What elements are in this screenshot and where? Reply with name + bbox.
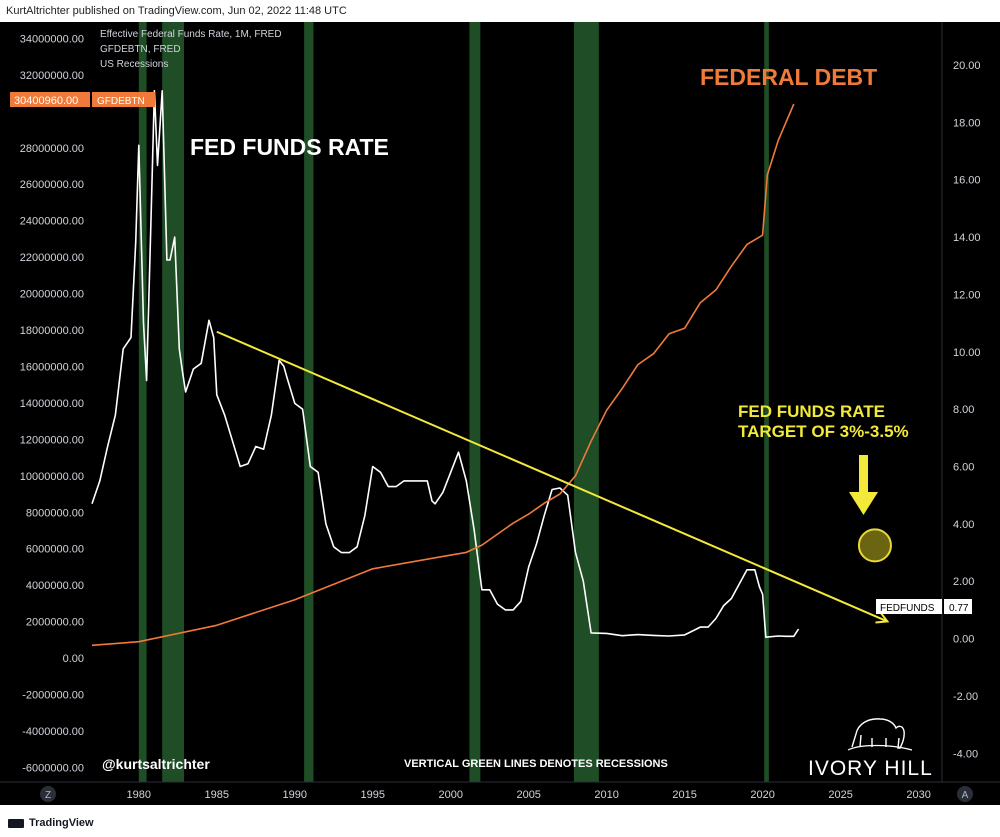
left-axis-tick: 22000000.00 bbox=[20, 252, 84, 264]
right-axis-tick: 12.00 bbox=[953, 289, 981, 301]
chart-svg[interactable]: 34000000.00 32000000.00 28000000.00 2600000… bbox=[0, 22, 1000, 805]
left-axis-tick: 34000000.00 bbox=[20, 33, 84, 45]
right-axis-tick: 6.00 bbox=[953, 462, 974, 474]
left-axis-tick: 12000000.00 bbox=[20, 434, 84, 446]
tradingview-logo[interactable]: TradingView bbox=[8, 810, 94, 837]
right-axis-tick: 20.00 bbox=[953, 60, 981, 72]
right-axis-tick: 0.00 bbox=[953, 634, 974, 646]
auto-scale-button-label: A bbox=[962, 790, 969, 801]
x-axis-tick: 2010 bbox=[594, 789, 618, 801]
left-axis-tick: 2000000.00 bbox=[26, 617, 84, 629]
logo-wordmark: IVORY HILL bbox=[808, 757, 933, 780]
left-badge-name: GFDEBTN bbox=[97, 96, 145, 107]
federal-debt-title: FEDERAL DEBT bbox=[700, 64, 877, 90]
publisher-text: KurtAltrichter published on TradingView.… bbox=[6, 5, 347, 17]
author-handle: @kurtsaltrichter bbox=[102, 756, 210, 772]
tradingview-brand: TradingView bbox=[29, 817, 94, 829]
trendline bbox=[216, 330, 888, 623]
auto-scale-button[interactable]: A bbox=[957, 786, 973, 802]
right-price-badge: FEDFUNDS 0.77 bbox=[876, 599, 972, 614]
x-axis-tick: 2000 bbox=[438, 789, 462, 801]
left-axis-tick: 8000000.00 bbox=[26, 507, 84, 519]
recession-band-2 bbox=[304, 22, 314, 782]
left-axis-tick: 0.00 bbox=[63, 653, 84, 665]
recession-band-3 bbox=[469, 22, 481, 782]
recessions-note: VERTICAL GREEN LINES DENOTES RECESSIONS bbox=[404, 758, 668, 770]
left-axis-tick: 14000000.00 bbox=[20, 398, 84, 410]
right-axis-tick: -2.00 bbox=[953, 691, 978, 703]
left-axis-tick: 6000000.00 bbox=[26, 544, 84, 556]
x-axis-tick: 1980 bbox=[127, 789, 151, 801]
target-down-arrow-icon bbox=[849, 455, 878, 515]
right-axis-tick: 14.00 bbox=[953, 232, 981, 244]
series-line-fedfunds bbox=[91, 90, 800, 639]
x-axis-tick: 2025 bbox=[828, 789, 852, 801]
legend-line-1: Effective Federal Funds Rate, 1M, FRED bbox=[100, 29, 282, 40]
x-axis: 1980 1985 1990 1995 2000 2005 2010 2015 2020 2025… bbox=[127, 789, 931, 801]
left-price-badge: 30400960.00 GFDEBTN bbox=[10, 92, 155, 107]
left-axis-tick: 10000000.00 bbox=[20, 471, 84, 483]
right-axis-tick: 18.00 bbox=[953, 117, 981, 129]
target-label-line-2: TARGET OF 3%-3.5% bbox=[738, 422, 909, 441]
x-axis-tick: 1995 bbox=[360, 789, 384, 801]
publisher-bar: KurtAltrichter published on TradingView.… bbox=[0, 0, 1000, 22]
left-axis-tick: 24000000.00 bbox=[20, 216, 84, 228]
left-badge-value: 30400960.00 bbox=[14, 95, 78, 107]
right-axis-tick: 10.00 bbox=[953, 347, 981, 359]
left-axis-tick: 32000000.00 bbox=[20, 70, 84, 82]
right-axis-tick: 2.00 bbox=[953, 576, 974, 588]
x-axis-tick: 2015 bbox=[672, 789, 696, 801]
trendline-arrowhead bbox=[875, 611, 890, 624]
left-axis-tick: -6000000.00 bbox=[22, 762, 84, 774]
left-axis: 34000000.00 32000000.00 28000000.00 2600000… bbox=[20, 33, 84, 774]
elephant-icon bbox=[847, 718, 913, 751]
right-axis-tick: 4.00 bbox=[953, 519, 974, 531]
recession-band-0 bbox=[138, 22, 147, 782]
tradingview-footer: TradingView bbox=[0, 810, 1000, 837]
legend-line-3: US Recessions bbox=[100, 59, 168, 70]
recession-band-1 bbox=[162, 22, 185, 782]
right-axis-tick: 16.00 bbox=[953, 175, 981, 187]
right-axis: 20.00 18.00 16.00 14.00 12.00 10.00 8.00 6.00 4.… bbox=[953, 60, 981, 760]
series-line-gfdebtn bbox=[91, 103, 795, 647]
left-axis-tick: 26000000.00 bbox=[20, 179, 84, 191]
left-axis-tick: 16000000.00 bbox=[20, 361, 84, 373]
target-label-line-1: FED FUNDS RATE bbox=[738, 402, 885, 421]
x-axis-tick: 1990 bbox=[283, 789, 307, 801]
fed-funds-title: FED FUNDS RATE bbox=[190, 134, 389, 160]
log-scale-button[interactable]: Z bbox=[40, 786, 56, 802]
chart-frame: 34000000.00 32000000.00 28000000.00 2600000… bbox=[0, 22, 1000, 805]
series-lines bbox=[91, 90, 800, 647]
target-rate-marker bbox=[857, 528, 892, 563]
trendline-group bbox=[216, 330, 892, 624]
left-axis-tick: 20000000.00 bbox=[20, 289, 84, 301]
right-axis-tick: -4.00 bbox=[953, 748, 978, 760]
x-axis-tick: 1985 bbox=[205, 789, 229, 801]
x-axis-tick: 2005 bbox=[516, 789, 540, 801]
recession-bands bbox=[138, 22, 769, 782]
log-scale-button-label: Z bbox=[45, 790, 51, 801]
right-badge-value: 0.77 bbox=[949, 603, 969, 614]
recession-band-5 bbox=[764, 22, 769, 782]
legend-line-2: GFDEBTN, FRED bbox=[100, 44, 181, 55]
x-axis-tick: 2020 bbox=[750, 789, 774, 801]
ivory-hill-logo: IVORY HILL bbox=[808, 718, 933, 780]
left-axis-tick: 28000000.00 bbox=[20, 143, 84, 155]
left-axis-tick: -2000000.00 bbox=[22, 690, 84, 702]
left-axis-tick: 18000000.00 bbox=[20, 325, 84, 337]
right-badge-name: FEDFUNDS bbox=[880, 603, 935, 614]
recession-band-4 bbox=[573, 22, 599, 782]
left-axis-tick: 4000000.00 bbox=[26, 580, 84, 592]
left-axis-tick: -4000000.00 bbox=[22, 726, 84, 738]
tradingview-logo-icon bbox=[8, 818, 24, 828]
x-axis-tick: 2030 bbox=[906, 789, 930, 801]
right-axis-tick: 8.00 bbox=[953, 404, 974, 416]
